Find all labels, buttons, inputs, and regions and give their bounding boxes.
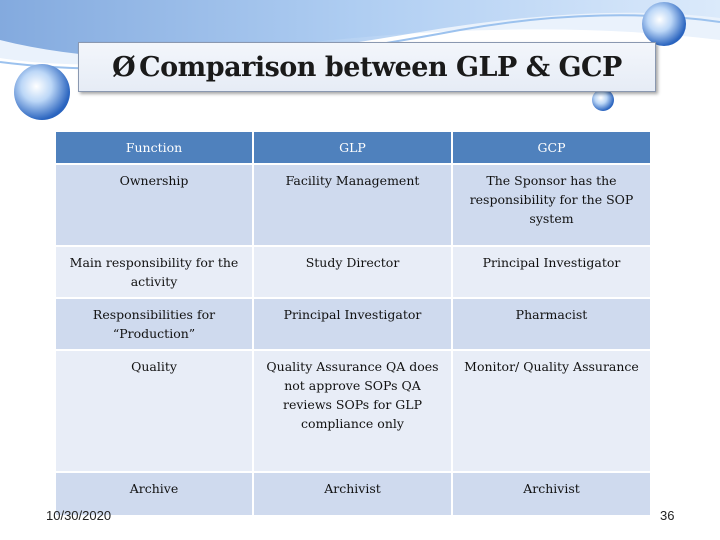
slide-page-number: 36 (660, 508, 675, 523)
cell-glp: Archivist (252, 471, 453, 517)
cell-glp: Facility Management (252, 163, 453, 247)
cell-gcp: Pharmacist (451, 297, 652, 351)
cell-glp: Principal Investigator (252, 297, 453, 351)
table-row: Main responsibility for the activity Stu… (54, 245, 652, 299)
arrow-bullet-icon: Ø (112, 51, 136, 83)
table-row: Archive Archivist Archivist (54, 471, 652, 517)
table-row: Responsibilities for “Production” Princi… (54, 297, 652, 351)
cell-gcp: Monitor/ Quality Assurance (451, 349, 652, 473)
table-row: Quality Quality Assurance QA does not ap… (54, 349, 652, 473)
cell-function: Archive (54, 471, 254, 517)
table-row: Ownership Facility Management The Sponso… (54, 163, 652, 247)
orb-right (642, 2, 686, 46)
slide-date: 10/30/2020 (46, 508, 112, 523)
cell-glp: Quality Assurance QA does not approve SO… (252, 349, 453, 473)
slide-title-text: Comparison between GLP & GCP (139, 51, 622, 83)
title-box: Ø Comparison between GLP & GCP (78, 42, 656, 92)
orb-left (14, 64, 70, 120)
cell-gcp: The Sponsor has the responsibility for t… (451, 163, 652, 247)
orb-small (592, 89, 614, 111)
cell-function: Ownership (54, 163, 254, 247)
cell-gcp: Archivist (451, 471, 652, 517)
header-glp: GLP (252, 130, 453, 165)
cell-function: Quality (54, 349, 254, 473)
header-gcp: GCP (451, 130, 652, 165)
cell-function: Main responsibility for the activity (54, 245, 254, 299)
cell-glp: Study Director (252, 245, 453, 299)
cell-function: Responsibilities for “Production” (54, 297, 254, 351)
table-header-row: Function GLP GCP (54, 130, 652, 165)
comparison-table: Function GLP GCP Ownership Facility Mana… (54, 130, 652, 517)
slide-title: Ø Comparison between GLP & GCP (112, 52, 622, 83)
cell-gcp: Principal Investigator (451, 245, 652, 299)
header-function: Function (54, 130, 254, 165)
